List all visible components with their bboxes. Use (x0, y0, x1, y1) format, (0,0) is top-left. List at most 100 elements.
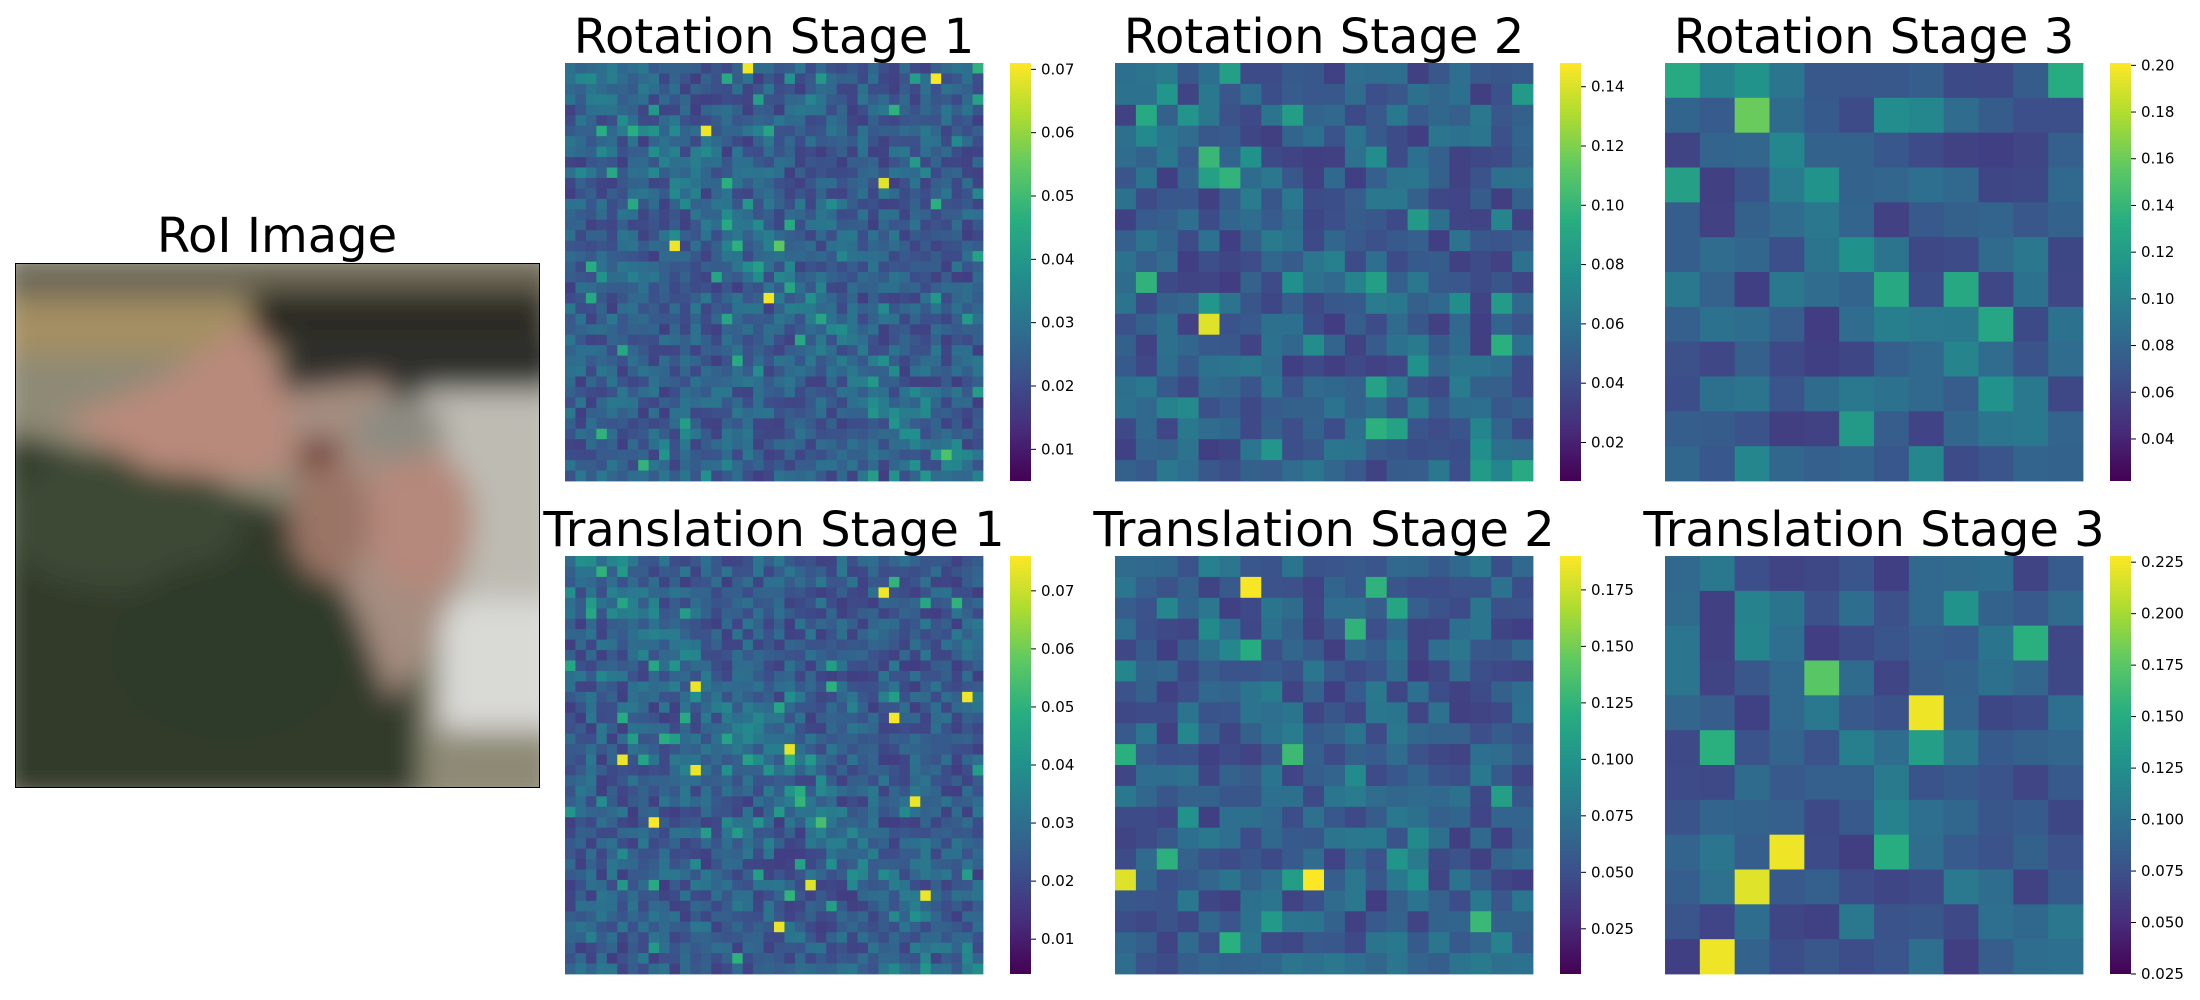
heatmap-cell (888, 439, 900, 451)
heatmap-cell (878, 418, 890, 430)
heatmap-cell (1734, 834, 1770, 870)
heatmap-cell (732, 428, 744, 440)
heatmap-cell (1943, 939, 1979, 975)
heatmap-cell (1491, 785, 1513, 808)
heatmap-cell (617, 324, 629, 336)
heatmap-cell (627, 806, 639, 818)
heatmap-cell (1491, 292, 1513, 315)
heatmap-cell (648, 115, 660, 127)
heatmap-cell (659, 292, 670, 304)
heatmap-cell (1324, 890, 1346, 912)
heatmap-cell (909, 366, 921, 377)
heatmap-cell (690, 449, 702, 461)
heatmap-cell (794, 712, 806, 724)
heatmap-cell (1908, 341, 1945, 377)
heatmap-cell (1428, 556, 1450, 578)
heatmap-cell (1665, 590, 1701, 627)
heatmap-cell (711, 334, 723, 346)
heatmap-cell (585, 942, 597, 954)
heatmap-cell (732, 712, 744, 724)
heatmap-cell (941, 900, 953, 912)
heatmap-cell (909, 146, 921, 158)
heatmap-cell (1324, 334, 1346, 356)
heatmap-cell (679, 618, 691, 630)
heatmap-cell (899, 146, 911, 158)
heatmap-cell (836, 157, 848, 168)
heatmap-cell (847, 869, 858, 881)
heatmap-cell (679, 198, 691, 210)
heatmap-cell (638, 754, 649, 766)
heatmap-cell (585, 115, 597, 127)
heatmap-cell (627, 650, 639, 661)
colorbar-tick-label: 0.200 (2141, 605, 2184, 623)
heatmap-cell (648, 334, 660, 346)
heatmap-cell (1324, 209, 1346, 231)
heatmap-cell (1491, 313, 1513, 336)
heatmap-cell (763, 449, 775, 461)
heatmap-cell (659, 334, 670, 346)
heatmap-cell (753, 827, 764, 839)
heatmap-cell (648, 261, 660, 273)
heatmap-cell (2048, 237, 2084, 273)
heatmap-cell (763, 848, 775, 860)
heatmap-cell (805, 618, 817, 630)
heatmap-cell (669, 188, 681, 200)
heatmap-cell (836, 83, 848, 95)
heatmap-cell (627, 890, 639, 902)
heatmap-cell (899, 418, 911, 430)
heatmap-cell (2048, 939, 2084, 975)
heatmap-cell (962, 230, 973, 242)
heatmap-cell (972, 587, 984, 599)
heatmap-cell (711, 744, 723, 755)
heatmap-cell (711, 796, 723, 808)
heatmap-cell (1219, 932, 1241, 954)
heatmap-cell (753, 566, 764, 578)
heatmap-cell (596, 576, 608, 588)
heatmap-cell (732, 775, 744, 787)
heatmap-cell (575, 73, 587, 85)
heatmap-cell (847, 407, 858, 419)
heatmap-cell (711, 376, 723, 388)
heatmap-cell (1449, 848, 1471, 870)
heatmap-cell (1240, 576, 1262, 599)
heatmap-cell (606, 428, 618, 440)
heatmap-cell (1156, 848, 1179, 870)
heatmap-cell (627, 177, 639, 189)
heatmap-cell (648, 702, 660, 714)
heatmap-cell (1491, 556, 1513, 578)
heatmap-cell (1386, 597, 1408, 620)
heatmap-cell (1699, 939, 1736, 975)
heatmap-cell (774, 470, 785, 482)
heatmap-cell (648, 345, 660, 356)
heatmap-cell (659, 848, 670, 860)
heatmap-cell (585, 292, 597, 304)
heatmap-cell (1156, 146, 1179, 168)
heatmap-cell (1156, 418, 1179, 440)
heatmap-cell (1303, 911, 1325, 933)
heatmap-cell (930, 650, 942, 661)
heatmap-cell (805, 292, 817, 304)
heatmap-cell (1303, 932, 1325, 954)
heatmap-cell (878, 953, 890, 964)
heatmap-cell (1219, 660, 1241, 682)
heatmap-cell (805, 303, 817, 315)
heatmap-cell (690, 681, 702, 693)
heatmap-cell (606, 660, 618, 672)
heatmap-cell (972, 650, 984, 661)
heatmap-cell (815, 765, 827, 776)
heatmap-cell (1386, 953, 1408, 975)
heatmap-cell (784, 629, 796, 640)
heatmap-cell (868, 73, 879, 85)
heatmap-cell (700, 556, 712, 567)
heatmap-cell (606, 177, 618, 189)
heatmap-cell (962, 785, 973, 797)
heatmap-cell (638, 869, 649, 881)
heatmap-cell (753, 921, 764, 933)
heatmap-cell (930, 576, 942, 588)
heatmap-cell (659, 838, 670, 849)
heatmap-cell (690, 345, 702, 356)
heatmap-cell (1344, 272, 1367, 294)
heatmap-title: Rotation Stage 2 (1124, 9, 1525, 65)
heatmap-cell (753, 230, 764, 242)
heatmap-cell (951, 177, 963, 189)
